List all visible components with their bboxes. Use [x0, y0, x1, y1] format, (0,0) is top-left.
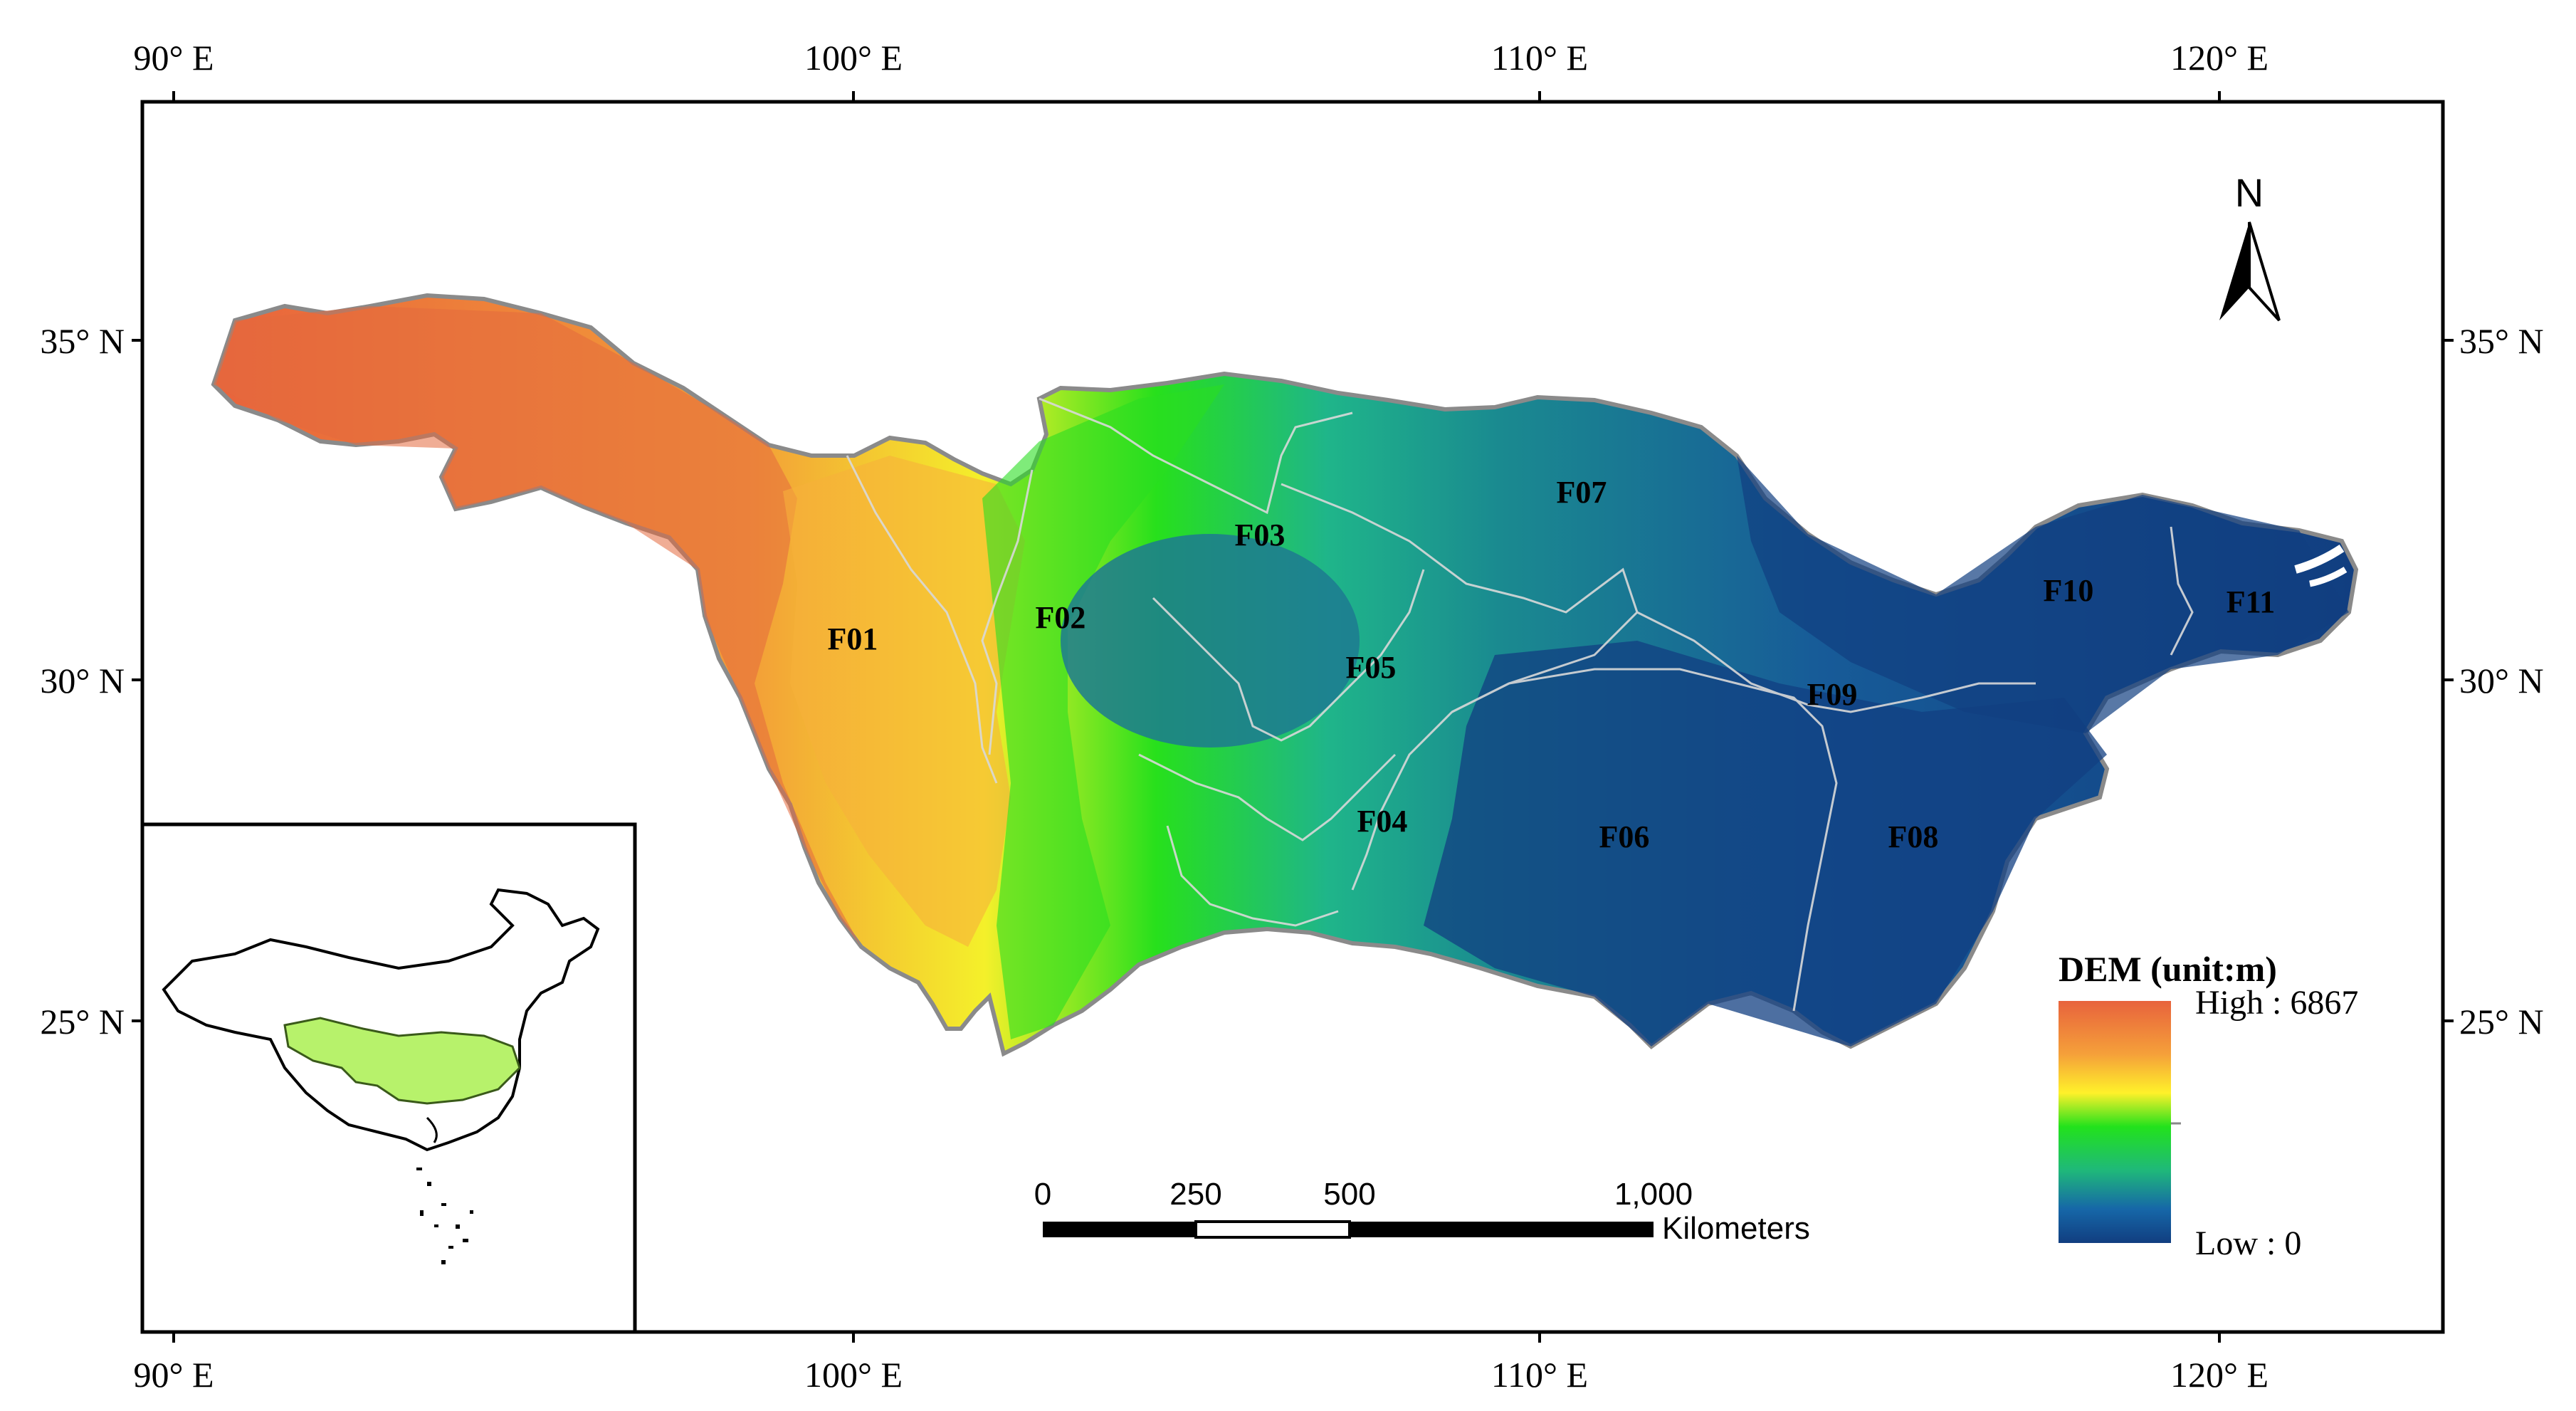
region-label-f07: F07	[1557, 475, 1607, 510]
region-label-f06: F06	[1599, 819, 1650, 854]
region-label-f05: F05	[1346, 650, 1397, 685]
top-lon-label: 90° E	[133, 38, 214, 78]
scale-tick-label: 0	[1034, 1177, 1051, 1212]
region-label-f08: F08	[1888, 819, 1939, 854]
bottom-lon-label: 110° E	[1491, 1355, 1588, 1395]
region-label-f03: F03	[1235, 518, 1286, 552]
region-label-f09: F09	[1807, 677, 1858, 712]
right-lat-label: 35° N	[2459, 321, 2544, 361]
north-arrow-icon: N	[2219, 170, 2281, 322]
graticule-ticks	[132, 91, 2454, 1343]
top-lon-label: 120° E	[2170, 38, 2269, 78]
right-lat-label: 30° N	[2459, 661, 2544, 701]
region-label-f01: F01	[828, 621, 878, 656]
top-lon-label: 110° E	[1491, 38, 1588, 78]
china-inset-map	[140, 822, 637, 1334]
region-label-f11: F11	[2227, 584, 2275, 619]
scale-tick-label: 1,000	[1614, 1177, 1693, 1212]
region-label-f04: F04	[1357, 804, 1408, 839]
left-lat-label: 30° N	[40, 661, 125, 701]
bottom-lon-label: 100° E	[804, 1355, 903, 1395]
scale-tick-label: 500	[1323, 1177, 1375, 1212]
legend-color-ramp	[2059, 1001, 2171, 1243]
left-lat-label: 25° N	[40, 1002, 125, 1042]
legend-high-label: High : 6867	[2195, 984, 2358, 1022]
top-lon-label: 100° E	[804, 38, 903, 78]
north-arrow-label: N	[2235, 170, 2264, 215]
left-lat-label: 35° N	[40, 321, 125, 361]
bottom-lon-label: 120° E	[2170, 1355, 2269, 1395]
dem-legend: DEM (unit:m) High : 6867 Low : 0	[2059, 949, 2358, 1262]
bottom-lon-label: 90° E	[133, 1355, 214, 1395]
right-lat-label: 25° N	[2459, 1002, 2544, 1042]
legend-title: DEM (unit:m)	[2059, 949, 2277, 989]
region-label-f02: F02	[1036, 600, 1086, 635]
scale-bar: 0 250 500 1,000 Kilometers	[1034, 1177, 1810, 1246]
region-label-f10: F10	[2044, 573, 2094, 608]
legend-low-label: Low : 0	[2195, 1224, 2301, 1262]
sub-basin-boundaries	[846, 397, 2194, 1012]
scale-tick-label: 250	[1169, 1177, 1221, 1212]
inset-yangtze-highlight	[283, 1017, 521, 1105]
scale-unit-label: Kilometers	[1662, 1211, 1810, 1246]
